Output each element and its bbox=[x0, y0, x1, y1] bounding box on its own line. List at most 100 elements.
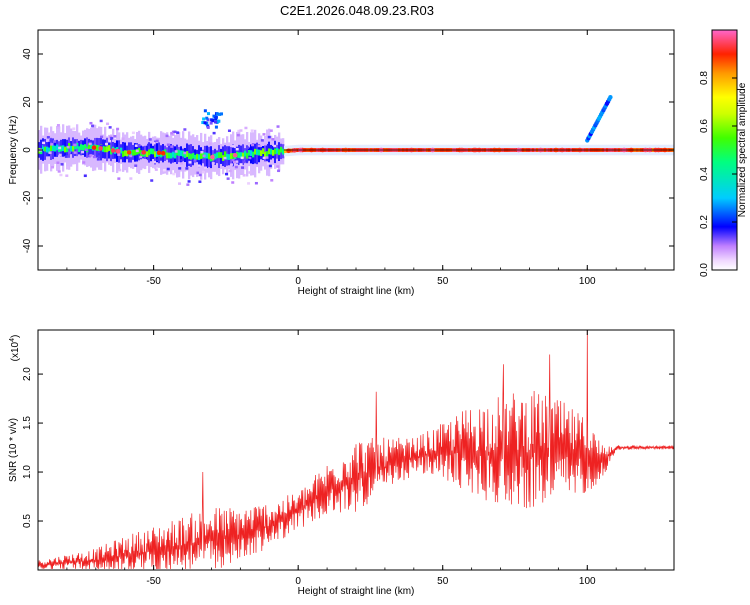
spectrogram-speck bbox=[225, 172, 229, 176]
spectrogram-ridge-cell bbox=[252, 151, 255, 158]
spectrogram-speck bbox=[56, 161, 60, 164]
spectrogram-speck bbox=[245, 159, 249, 163]
spectrogram-ridge-cell bbox=[78, 146, 81, 153]
spectrogram-speck bbox=[91, 124, 95, 128]
spectrogram-speck bbox=[65, 174, 69, 177]
spectrogram-blob-cell bbox=[206, 125, 210, 129]
spectrogram-speck bbox=[250, 129, 254, 132]
spectrogram-speck bbox=[188, 161, 192, 164]
spectrogram-ridge-cell bbox=[278, 149, 281, 156]
spectrogram-ridge-cell bbox=[272, 150, 275, 156]
spectrogram-ridge-cell bbox=[276, 148, 279, 154]
spectrogram-ridge-cell bbox=[228, 154, 231, 160]
spectrogram-speck bbox=[262, 156, 266, 160]
spectrogram-ridge-cell bbox=[76, 142, 79, 149]
spectrogram-speck bbox=[170, 131, 174, 135]
spectrogram-peak-dot bbox=[286, 148, 291, 154]
spectrogram-blob-cell bbox=[218, 112, 222, 116]
spectrogram-ridge-cell bbox=[62, 145, 65, 152]
spectrogram-ridge-cell bbox=[284, 149, 287, 154]
snr-multiplier-exponent: 4 bbox=[9, 338, 16, 342]
spectrogram-speck bbox=[226, 177, 230, 180]
spectrogram-ridge-cell bbox=[248, 149, 251, 156]
colorbar-tick-label: 0.6 bbox=[699, 119, 710, 133]
spectrogram-y-tick-label: -20 bbox=[22, 190, 33, 205]
spectrogram-speck bbox=[197, 164, 201, 167]
spectrogram-speck bbox=[232, 160, 236, 164]
snr-x-tick-label: 50 bbox=[437, 576, 449, 587]
spectrogram-speck bbox=[204, 166, 208, 170]
spectrogram-y-tick-label: 0 bbox=[22, 147, 33, 153]
spectrogram-marks bbox=[38, 95, 674, 186]
spectrogram-speck bbox=[87, 154, 91, 158]
spectrogram-blob-cell bbox=[203, 121, 207, 125]
spectrogram-peak-dot bbox=[91, 145, 97, 150]
snr-ticks: -50 0 50 100 0.5 1.0 1.5 2.0 bbox=[22, 330, 675, 587]
spectrogram-blob-cell bbox=[211, 119, 215, 123]
spectrogram-x-tick-label: 0 bbox=[295, 276, 301, 287]
snr-x-label: Height of straight line (km) bbox=[298, 586, 415, 597]
spectrogram-speck bbox=[150, 179, 154, 182]
spectrogram-ridge-cell bbox=[230, 153, 233, 160]
spectrogram-ridge-cell bbox=[250, 150, 253, 156]
spectrogram-peak-dot bbox=[98, 146, 103, 151]
spectrogram-speck bbox=[56, 126, 60, 130]
spectrogram-speck bbox=[239, 163, 243, 166]
spectrogram-ridge-cell bbox=[208, 153, 211, 160]
spectrogram-ridge-cell bbox=[242, 152, 245, 159]
spectrogram-speck bbox=[268, 164, 272, 168]
spectrogram-ridge-cell bbox=[220, 152, 223, 158]
spectrogram-speck bbox=[178, 182, 182, 185]
spectrogram-speck bbox=[171, 133, 175, 136]
spectrogram-ridge-cell bbox=[64, 146, 67, 153]
spectrogram-ridge-cell bbox=[124, 150, 127, 157]
spectrogram-speck bbox=[110, 137, 114, 140]
spectrogram-ridge-cell bbox=[184, 152, 187, 159]
spectrogram-speck bbox=[89, 154, 93, 157]
spectrogram-speck bbox=[43, 143, 47, 146]
spectrogram-blob-cell bbox=[209, 121, 213, 125]
spectrogram-speck bbox=[152, 141, 156, 145]
spectrogram-ridge-cell bbox=[244, 150, 247, 157]
spectrogram-peak-dot bbox=[116, 149, 121, 154]
spectrogram-speck bbox=[134, 144, 138, 147]
spectrogram-speck bbox=[202, 154, 206, 158]
spectrogram-speck bbox=[240, 156, 244, 160]
spectrogram-speck bbox=[84, 148, 88, 152]
spectrogram-peak-dot bbox=[141, 150, 147, 155]
spectrogram-ridge-cell bbox=[54, 145, 57, 152]
spectrogram-speck bbox=[273, 144, 277, 148]
spectrogram-speck bbox=[146, 157, 150, 161]
spectrogram-ridge-cell bbox=[74, 143, 77, 150]
spectrogram-ridge-cell bbox=[106, 146, 109, 153]
spectrogram-blob-cell bbox=[206, 112, 210, 116]
snr-multiplier-base: (x10 bbox=[10, 341, 21, 361]
spectrogram-speck bbox=[270, 179, 274, 182]
spectrogram-speck bbox=[100, 135, 104, 139]
spectrogram-ridge-cell bbox=[222, 155, 225, 161]
snr-y-tick-label: 1.0 bbox=[22, 465, 33, 479]
spectrogram-speck bbox=[224, 146, 228, 150]
spectrogram-speck bbox=[113, 135, 117, 138]
spectrogram-speck bbox=[183, 151, 187, 155]
spectrogram-ridge-cell bbox=[174, 152, 177, 159]
spectrogram-speck bbox=[228, 169, 232, 173]
spectrogram-ridge-cell bbox=[150, 148, 153, 155]
spectrogram-speck bbox=[227, 129, 231, 132]
spectrogram-speck bbox=[64, 155, 68, 158]
spectrogram-ridge-cell bbox=[254, 148, 257, 155]
snr-multiplier: (x104) bbox=[9, 335, 21, 362]
spectrogram-ridge-cell bbox=[166, 152, 169, 159]
spectrogram-speck bbox=[173, 130, 177, 134]
spectrogram-ridge-cell bbox=[132, 149, 135, 156]
snr-panel: -50 0 50 100 0.5 1.0 1.5 2.0 Height of straight… bbox=[8, 329, 675, 597]
spectrogram-ridge-cell bbox=[102, 145, 105, 152]
spectrogram-speck bbox=[208, 142, 212, 145]
spectrogram-speck bbox=[190, 150, 194, 154]
spectrogram-ridge-cell bbox=[146, 151, 149, 158]
spectrogram-speck bbox=[198, 180, 202, 183]
spectrogram-peak-dot bbox=[126, 150, 132, 155]
spectrogram-ridge-cell bbox=[226, 153, 229, 160]
spectrogram-speck bbox=[137, 144, 141, 147]
spectrogram-ridge-cell bbox=[264, 151, 267, 158]
